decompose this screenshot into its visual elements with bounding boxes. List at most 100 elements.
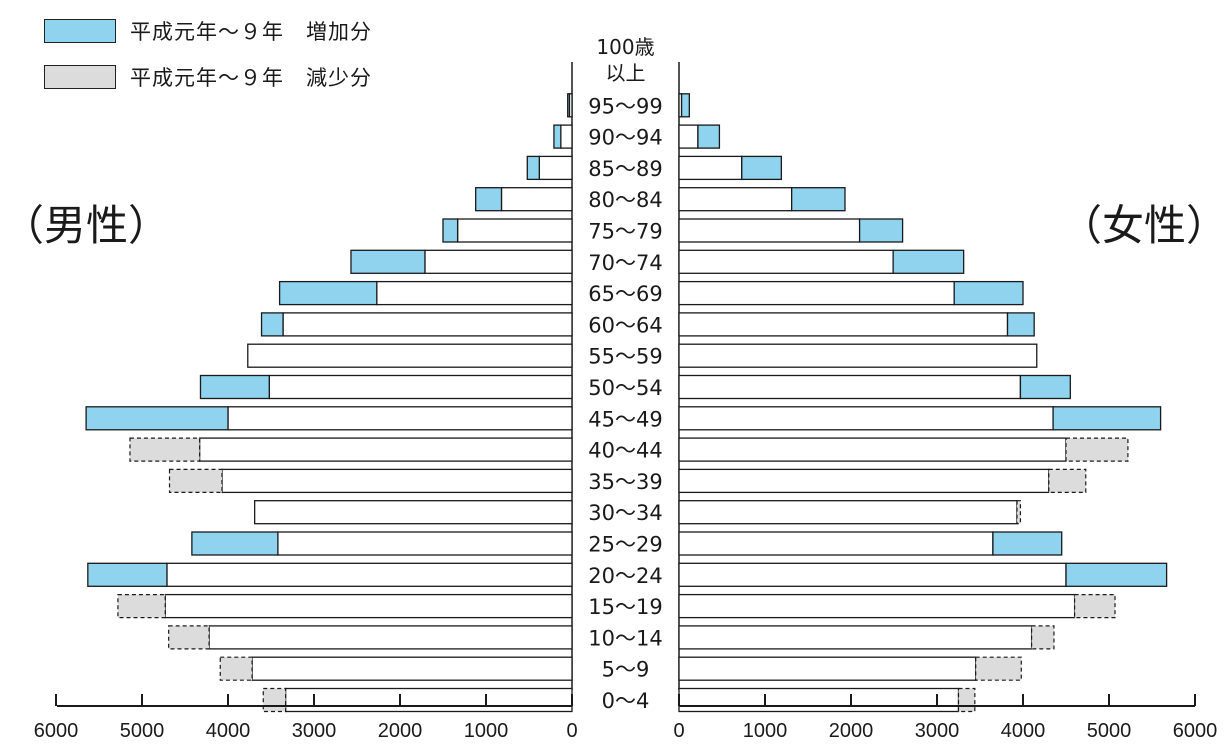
category-label: 50～54 bbox=[588, 376, 662, 400]
category-label: 45～49 bbox=[588, 407, 662, 431]
category-label: 35～39 bbox=[588, 470, 662, 494]
x-tick-label: 2000 bbox=[378, 720, 423, 742]
female-base-bar bbox=[679, 125, 698, 148]
male-decrease-bar bbox=[130, 438, 200, 461]
female-base-bar bbox=[679, 595, 1075, 618]
female-increase-bar bbox=[893, 250, 964, 273]
male-base-bar bbox=[255, 501, 572, 524]
x-tick-label: 4000 bbox=[206, 720, 251, 742]
female-increase-bar bbox=[1008, 313, 1035, 336]
male-base-bar bbox=[283, 313, 572, 336]
female-base-bar bbox=[679, 657, 976, 680]
category-label: 80～84 bbox=[588, 188, 662, 212]
female-decrease-bar bbox=[959, 689, 975, 712]
male-base-bar bbox=[248, 344, 572, 367]
male-base-bar bbox=[539, 156, 572, 179]
male-decrease-bar bbox=[170, 469, 222, 492]
male-increase-bar bbox=[568, 94, 570, 117]
female-increase-bar bbox=[742, 156, 782, 179]
x-tick-label: 5000 bbox=[120, 720, 165, 742]
female-base-bar bbox=[679, 689, 959, 712]
male-base-bar bbox=[458, 219, 572, 242]
female-base-bar bbox=[679, 156, 742, 179]
male-increase-bar bbox=[554, 125, 561, 148]
female-decrease-bar bbox=[1017, 501, 1020, 524]
category-label: 25～29 bbox=[588, 533, 662, 557]
female-base-bar bbox=[679, 282, 954, 305]
female-increase-bar bbox=[698, 125, 720, 148]
male-base-bar bbox=[167, 563, 572, 586]
female-increase-bar bbox=[792, 188, 845, 211]
category-label: 90～94 bbox=[588, 126, 662, 150]
x-tick-label: 3000 bbox=[292, 720, 337, 742]
male-decrease-bar bbox=[118, 595, 165, 618]
female-decrease-bar bbox=[1032, 626, 1054, 649]
male-increase-bar bbox=[192, 532, 278, 555]
female-base-bar bbox=[679, 344, 1037, 367]
female-increase-bar bbox=[1053, 407, 1161, 430]
category-label: 85～89 bbox=[588, 157, 662, 181]
category-label: 0～4 bbox=[602, 689, 650, 713]
female-decrease-bar bbox=[1049, 469, 1086, 492]
male-increase-bar bbox=[200, 376, 269, 399]
female-base-bar bbox=[679, 219, 860, 242]
male-increase-bar bbox=[443, 219, 458, 242]
male-base-bar bbox=[228, 407, 572, 430]
male-base-bar bbox=[209, 626, 572, 649]
female-base-bar bbox=[679, 563, 1066, 586]
female-decrease-bar bbox=[1066, 438, 1128, 461]
x-tick-label: 5000 bbox=[1087, 720, 1132, 742]
category-label: 60～64 bbox=[588, 313, 662, 337]
female-base-bar bbox=[679, 407, 1053, 430]
female-increase-bar bbox=[1020, 376, 1070, 399]
female-increase-bar bbox=[682, 94, 690, 117]
category-label: 100歳 bbox=[596, 35, 654, 59]
female-decrease-bar bbox=[976, 657, 1022, 680]
x-tick-label: 4000 bbox=[1001, 720, 1046, 742]
male-base-bar bbox=[561, 125, 572, 148]
male-base-bar bbox=[377, 282, 572, 305]
female-decrease-bar bbox=[1075, 595, 1115, 618]
male-increase-bar bbox=[262, 313, 284, 336]
male-increase-bar bbox=[527, 156, 539, 179]
female-increase-bar bbox=[860, 219, 903, 242]
category-label: 15～19 bbox=[588, 595, 662, 619]
x-tick-label: 3000 bbox=[915, 720, 960, 742]
male-base-bar bbox=[278, 532, 572, 555]
male-base-bar bbox=[165, 595, 572, 618]
female-base-bar bbox=[679, 501, 1017, 524]
category-label: 95～99 bbox=[588, 94, 662, 118]
x-tick-label: 6000 bbox=[1173, 720, 1218, 742]
category-label: 55～59 bbox=[588, 345, 662, 369]
category-label: 20～24 bbox=[588, 564, 662, 588]
x-tick-label: 0 bbox=[566, 720, 577, 742]
female-base-bar bbox=[679, 438, 1066, 461]
female-base-bar bbox=[679, 313, 1008, 336]
x-tick-label: 6000 bbox=[34, 720, 79, 742]
male-decrease-bar bbox=[263, 689, 285, 712]
x-tick-label: 1000 bbox=[464, 720, 509, 742]
female-base-bar bbox=[679, 188, 792, 211]
male-increase-bar bbox=[280, 282, 377, 305]
category-label: 70～74 bbox=[588, 251, 662, 275]
category-label: 65～69 bbox=[588, 282, 662, 306]
female-base-bar bbox=[679, 626, 1032, 649]
male-base-bar bbox=[269, 376, 572, 399]
category-label: 75～79 bbox=[588, 220, 662, 244]
category-label: 40～44 bbox=[588, 439, 662, 463]
male-increase-bar bbox=[351, 250, 425, 273]
male-base-bar bbox=[501, 188, 572, 211]
male-increase-bar bbox=[88, 563, 167, 586]
male-base-bar bbox=[425, 250, 572, 273]
category-label: 10～14 bbox=[588, 626, 662, 650]
female-increase-bar bbox=[954, 282, 1023, 305]
male-increase-bar bbox=[86, 407, 228, 430]
male-base-bar bbox=[286, 689, 572, 712]
female-base-bar bbox=[679, 376, 1020, 399]
x-tick-label: 0 bbox=[673, 720, 684, 742]
category-label: 以上 bbox=[606, 61, 646, 85]
female-base-bar bbox=[679, 250, 893, 273]
male-base-bar bbox=[252, 657, 572, 680]
male-base-bar bbox=[222, 469, 572, 492]
